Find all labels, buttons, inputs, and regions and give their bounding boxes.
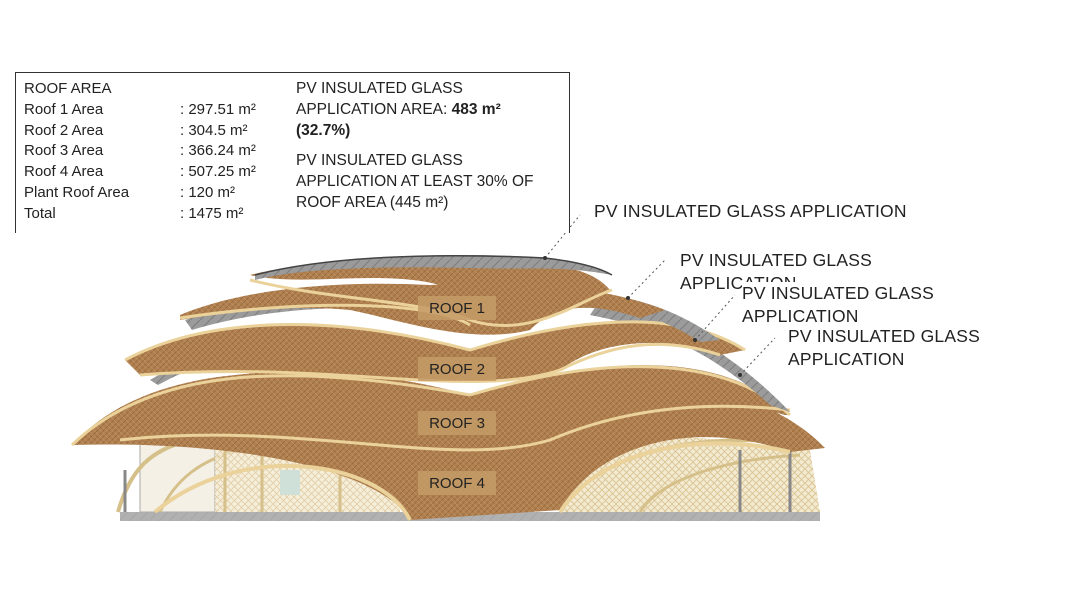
- pv-area-percent: (32.7%): [296, 121, 351, 139]
- callout-line2: APPLICATION: [742, 306, 859, 326]
- pv-area-value: 483 m²: [451, 100, 501, 118]
- roof-1-top: [250, 260, 610, 318]
- pv-area-line2: APPLICATION AREA:: [296, 100, 452, 118]
- row-label: Roof 1 Area: [24, 100, 104, 118]
- callout-line1: PV INSULATED GLASS: [788, 326, 980, 346]
- callout-line1: PV INSULATED GLASS: [742, 283, 934, 303]
- callout-line1: PV INSULATED GLASS APPLICATION: [594, 201, 907, 221]
- pv-area-summary: PV INSULATED GLASS APPLICATION AREA: 483…: [296, 79, 571, 141]
- row-label: Plant Roof Area: [24, 183, 130, 201]
- row-label: Roof 3 Area: [24, 142, 104, 160]
- pv-min-line1: PV INSULATED GLASS: [296, 152, 463, 170]
- glass-strip-right-lower: [590, 300, 790, 412]
- row-label: Total: [24, 204, 56, 222]
- pv-min-line3: ROOF AREA (445 m²): [296, 193, 449, 211]
- roof-2-surface: [125, 321, 745, 382]
- callout-leader-lines: [544, 214, 776, 376]
- callout-line1: PV INSULATED GLASS: [680, 250, 872, 270]
- row-value: : 366.24 m²: [180, 142, 256, 160]
- callout-line2: APPLICATION: [788, 349, 905, 369]
- roof-3-label: ROOF 3: [429, 415, 485, 432]
- roof-3-surface: [72, 365, 790, 450]
- row-label: Roof 4 Area: [24, 163, 104, 181]
- row-value: : 304.5 m²: [180, 121, 248, 139]
- row-value: : 507.25 m²: [180, 163, 256, 181]
- callout-pv-glass-roof2: PV INSULATED GLASS APPLICATION: [742, 282, 934, 328]
- roof-label-3: ROOF 3: [418, 411, 496, 435]
- row-value: : 120 m²: [180, 183, 236, 201]
- pv-area-line1: PV INSULATED GLASS: [296, 80, 463, 97]
- roof-label-2: ROOF 2: [418, 357, 496, 381]
- row-value: : 297.51 m²: [180, 100, 256, 118]
- row-value: : 1475 m²: [180, 204, 244, 222]
- roof-1-label: ROOF 1: [429, 300, 485, 317]
- row-label: Roof 2 Area: [24, 121, 104, 139]
- roof-2-label: ROOF 2: [429, 361, 485, 378]
- roof-label-4: ROOF 4: [418, 471, 496, 495]
- roof-area-table: ROOF AREA Roof 1 Area : 297.51 m² Roof 2 …: [15, 72, 570, 233]
- callout-pv-glass-top: PV INSULATED GLASS APPLICATION: [594, 200, 907, 223]
- callout-pv-glass-roof3: PV INSULATED GLASS APPLICATION: [788, 325, 980, 371]
- pv-summary: PV INSULATED GLASS APPLICATION AREA: 483…: [296, 79, 571, 224]
- pv-min-line2: APPLICATION AT LEAST 30% OF: [296, 173, 534, 191]
- roof-4-label: ROOF 4: [429, 475, 485, 492]
- roof-label-1: ROOF 1: [418, 296, 496, 320]
- pv-minimum-summary: PV INSULATED GLASS APPLICATION AT LEAST …: [296, 151, 571, 213]
- roof-area-title: ROOF AREA: [24, 80, 112, 97]
- glass-top-canopy: [255, 255, 612, 280]
